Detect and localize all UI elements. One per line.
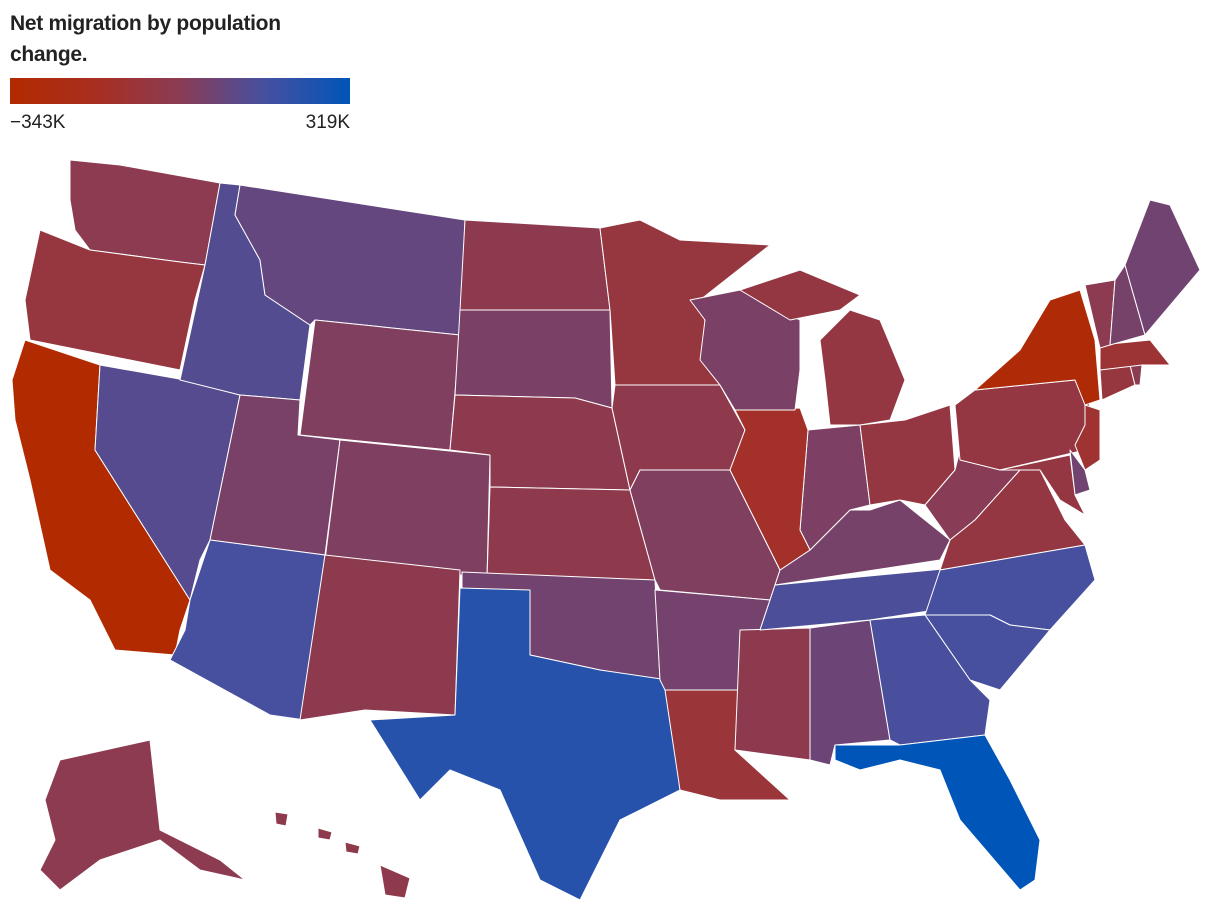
- state: [344, 841, 361, 855]
- state: [1099, 339, 1171, 371]
- state: [974, 289, 1101, 406]
- state: [459, 219, 611, 311]
- state: [39, 739, 246, 891]
- legend-gradient: [10, 78, 350, 104]
- state: [274, 811, 289, 827]
- state: [379, 864, 411, 899]
- state: [1124, 199, 1201, 336]
- state: [317, 827, 333, 841]
- legend-min-label: −343K: [10, 112, 66, 133]
- state: [486, 486, 656, 581]
- state: [454, 309, 613, 409]
- state: [24, 229, 206, 371]
- state: [1099, 364, 1136, 401]
- states: [11, 159, 1201, 901]
- legend-max-label: 319K: [306, 112, 351, 133]
- state: [729, 407, 811, 571]
- state: [819, 309, 906, 426]
- state: [69, 159, 221, 266]
- state: [869, 614, 991, 746]
- state: [999, 454, 1086, 516]
- state: [369, 587, 681, 901]
- state: [299, 554, 461, 721]
- state: [734, 627, 811, 761]
- state: [299, 319, 461, 451]
- map-title: Net migration by population change.: [10, 12, 281, 66]
- state: [739, 269, 861, 321]
- state: [834, 734, 1041, 891]
